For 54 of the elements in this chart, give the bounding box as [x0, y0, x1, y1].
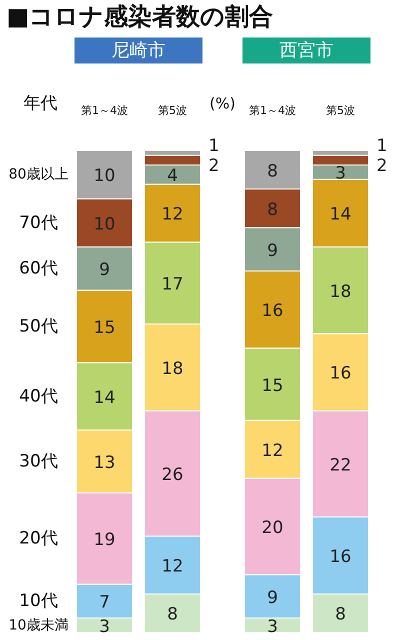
- data-label: 18: [162, 358, 184, 379]
- data-label: 8: [267, 161, 278, 182]
- series-label: 60代: [19, 258, 58, 279]
- x-tick-label: 第1～4波: [81, 104, 128, 117]
- data-label: 14: [330, 204, 352, 225]
- data-label: 1: [208, 136, 220, 156]
- series-label: 70代: [19, 212, 58, 233]
- data-label: 8: [335, 604, 346, 625]
- data-label: 16: [262, 301, 284, 322]
- data-label: 9: [267, 240, 278, 261]
- data-label: 2: [376, 156, 388, 176]
- data-label: 1: [376, 136, 388, 156]
- data-label: 18: [330, 282, 352, 302]
- legend-title: 年代: [24, 94, 58, 114]
- data-label: 10: [94, 166, 116, 186]
- data-label: 3: [267, 616, 278, 637]
- data-label: 4: [167, 166, 178, 186]
- data-label: 15: [94, 318, 116, 338]
- data-label: 17: [162, 274, 184, 295]
- data-label: 2: [208, 156, 220, 176]
- series-label: 50代: [19, 316, 58, 336]
- data-label: 19: [94, 530, 116, 550]
- data-label: 15: [262, 376, 284, 396]
- text: 尼崎市: [112, 40, 166, 61]
- data-label: 8: [267, 200, 278, 220]
- data-label: 3: [335, 164, 346, 184]
- x-tick-label: 第5波: [326, 104, 355, 117]
- data-label: 22: [330, 455, 352, 476]
- data-label: 16: [330, 546, 352, 567]
- series-label: 40代: [19, 386, 58, 406]
- chart-title: ■コロナ感染者数の割合: [6, 2, 274, 30]
- data-label: 12: [162, 556, 184, 577]
- text: (%): [210, 94, 236, 112]
- series-label: 10歳未満: [8, 617, 68, 634]
- data-label: 9: [99, 260, 110, 280]
- data-label: 8: [167, 604, 178, 625]
- x-tick-label: 第1～4波: [249, 104, 296, 117]
- data-label: 12: [162, 204, 184, 225]
- data-label: 20: [262, 518, 284, 538]
- text: 西宮市: [280, 40, 334, 61]
- data-label: 26: [162, 464, 184, 485]
- data-label: 14: [94, 388, 116, 408]
- data-label: 10: [94, 214, 116, 234]
- x-tick-label: 第5波: [158, 104, 187, 117]
- data-label: 9: [267, 588, 278, 608]
- series-label: 30代: [19, 451, 58, 472]
- data-label: 3: [99, 616, 110, 637]
- data-label: 13: [94, 452, 116, 473]
- series-label: 10代: [19, 591, 58, 612]
- series-label: 20代: [19, 528, 58, 549]
- series-label: 80歳以上: [8, 166, 68, 183]
- data-label: 16: [330, 364, 352, 384]
- data-label: 12: [262, 440, 284, 461]
- data-label: 7: [99, 592, 110, 613]
